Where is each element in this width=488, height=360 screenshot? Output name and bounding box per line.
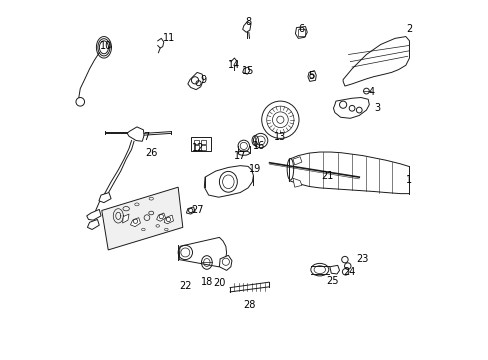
Text: 21: 21 xyxy=(320,171,332,181)
Polygon shape xyxy=(99,193,111,203)
Circle shape xyxy=(348,105,354,111)
Polygon shape xyxy=(156,213,165,221)
Text: 5: 5 xyxy=(307,71,313,81)
Text: 25: 25 xyxy=(325,276,338,286)
Bar xyxy=(191,137,211,151)
Bar xyxy=(193,145,199,149)
Polygon shape xyxy=(122,214,129,223)
Text: 28: 28 xyxy=(243,300,256,310)
Text: 15: 15 xyxy=(242,66,254,76)
Text: 13: 13 xyxy=(274,132,286,142)
Text: 26: 26 xyxy=(145,148,157,158)
Bar xyxy=(201,145,206,149)
Text: 22: 22 xyxy=(179,281,191,291)
Polygon shape xyxy=(187,72,203,90)
Polygon shape xyxy=(307,71,316,81)
Polygon shape xyxy=(87,220,99,229)
Circle shape xyxy=(356,107,362,113)
Polygon shape xyxy=(86,210,101,220)
Text: 7: 7 xyxy=(142,132,149,142)
Text: 14: 14 xyxy=(227,60,240,70)
Text: 2: 2 xyxy=(406,24,412,35)
Text: 16: 16 xyxy=(252,141,264,151)
Bar xyxy=(201,140,206,144)
Bar xyxy=(298,29,304,36)
Text: 17: 17 xyxy=(234,150,246,161)
Text: 1: 1 xyxy=(406,175,412,185)
Text: 8: 8 xyxy=(244,17,251,27)
Polygon shape xyxy=(333,98,368,118)
Text: 20: 20 xyxy=(213,278,225,288)
Polygon shape xyxy=(292,178,301,187)
Polygon shape xyxy=(179,237,226,267)
Polygon shape xyxy=(164,215,173,224)
Text: 19: 19 xyxy=(248,164,261,174)
Text: 11: 11 xyxy=(163,33,175,43)
Polygon shape xyxy=(343,37,408,86)
Polygon shape xyxy=(242,22,250,32)
Text: 10: 10 xyxy=(100,41,112,50)
Text: 6: 6 xyxy=(298,24,305,35)
Polygon shape xyxy=(127,127,144,141)
Text: 27: 27 xyxy=(190,206,203,216)
Text: 9: 9 xyxy=(200,75,206,85)
Text: 4: 4 xyxy=(368,87,374,97)
Bar xyxy=(193,140,199,144)
Polygon shape xyxy=(292,157,301,165)
Polygon shape xyxy=(186,207,195,214)
Polygon shape xyxy=(102,187,183,250)
Text: 23: 23 xyxy=(356,254,368,264)
Polygon shape xyxy=(329,265,339,274)
Polygon shape xyxy=(219,255,231,270)
Polygon shape xyxy=(204,166,253,197)
Polygon shape xyxy=(130,218,140,226)
Text: 18: 18 xyxy=(200,277,213,287)
Polygon shape xyxy=(295,27,306,39)
Circle shape xyxy=(339,101,346,108)
Text: 3: 3 xyxy=(373,103,380,113)
Text: 12: 12 xyxy=(191,143,203,153)
Text: 24: 24 xyxy=(343,267,355,277)
Polygon shape xyxy=(242,67,249,74)
